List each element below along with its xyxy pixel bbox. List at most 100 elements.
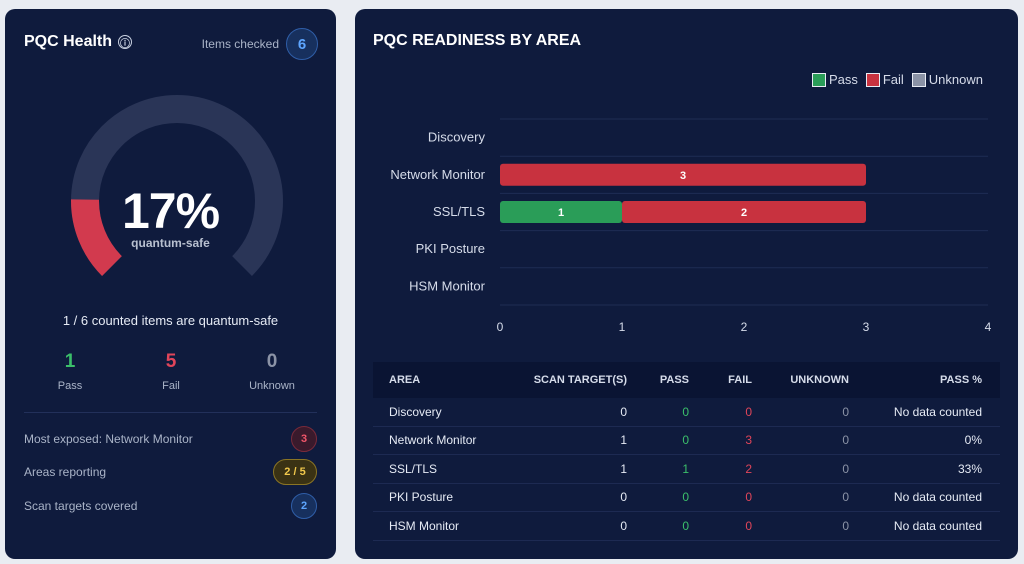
fail-count: 5 (165, 351, 177, 372)
scan-targets-row: Scan targets covered 2 (24, 492, 317, 520)
bar-value-label: 1 (558, 207, 564, 219)
x-tick-label: 0 (497, 320, 504, 334)
legend-unknown-label: Unknown (928, 72, 983, 87)
pqc-health-title-group: PQC Health ⓘ (24, 33, 133, 51)
cell-pass-percent: 0% (964, 433, 982, 448)
pqc-readiness-card: PQC READINESS BY AREA Pass Fail Unknown … (355, 9, 1018, 559)
fail-label: Fail (162, 380, 180, 392)
pqc-health-card: PQC Health ⓘ Items checked 6 17% quantum… (5, 9, 336, 559)
x-tick-label: 1 (619, 320, 626, 334)
cell-unknown: 0 (842, 490, 849, 505)
cell-pass-percent: 33% (957, 461, 982, 476)
table-row: Network Monitor 1 0 3 0 0% (373, 427, 1000, 455)
unknown-swatch (911, 72, 926, 87)
table-body: Discovery 0 0 0 0 No data counted Network Moni… (373, 398, 1000, 541)
unknown-count: 0 (266, 351, 278, 372)
cell-fail: 0 (745, 518, 752, 533)
table-row: PKI Posture 0 0 0 0 No data counted (373, 484, 1000, 512)
bar-value-label: 3 (680, 170, 686, 182)
pqc-health-title: PQC Health (24, 33, 113, 50)
legend-fail[interactable]: Fail (865, 72, 904, 87)
table-row: SSL/TLS 1 1 2 0 33% (373, 455, 1000, 484)
pass-label: Pass (57, 380, 83, 392)
table-row: HSM Monitor 0 0 0 0 No data counted (373, 512, 1000, 541)
most-exposed-badge: 3 (291, 426, 317, 452)
cell-area: PKI Posture (389, 490, 454, 505)
x-tick-label: 3 (863, 320, 870, 334)
legend-unknown[interactable]: Unknown (911, 72, 983, 87)
bar-pass (500, 201, 622, 223)
cell-pass: 0 (682, 404, 689, 419)
cell-pass-percent: No data counted (893, 404, 982, 419)
items-checked: Items checked 6 (202, 28, 318, 60)
cell-unknown: 0 (842, 518, 849, 533)
cell-pass: 0 (682, 518, 689, 533)
areas-reporting-badge: 2 / 5 (273, 459, 317, 485)
category-label: SSL/TLS (433, 204, 485, 219)
readiness-bar-chart: Discovery Network Monitor SSL/TLS PKI Postu… (390, 118, 992, 334)
unknown-label: Unknown (249, 380, 295, 392)
cell-scan-targets: 1 (620, 433, 627, 448)
fail-swatch (865, 72, 880, 87)
bar-fail (622, 201, 866, 223)
cell-scan-targets: 0 (620, 490, 627, 505)
header-unknown: UNKNOWN (790, 374, 849, 386)
info-icon[interactable]: ⓘ (118, 35, 133, 50)
pass-swatch (811, 72, 826, 87)
legend-fail-label: Fail (882, 72, 904, 87)
gauge-percent: 17% (121, 183, 220, 239)
cell-scan-targets: 0 (620, 404, 627, 419)
gauge-label: quantum-safe (131, 236, 210, 250)
header-scan-targets: SCAN TARGET(S) (533, 374, 627, 386)
cell-fail: 3 (745, 433, 752, 448)
cell-pass-percent: No data counted (893, 490, 982, 505)
cell-scan-targets: 1 (620, 461, 627, 476)
pass-stat: 1 Pass (30, 351, 110, 392)
unknown-stat: 0 Unknown (232, 351, 312, 392)
x-tick-label: 4 (985, 320, 992, 334)
chart-legend: Pass Fail Unknown (811, 72, 983, 87)
cell-pass: 0 (682, 433, 689, 448)
cell-unknown: 0 (842, 404, 849, 419)
cell-area: Discovery (389, 404, 442, 419)
cell-pass: 1 (682, 461, 689, 476)
category-label: Discovery (428, 130, 486, 145)
cell-unknown: 0 (842, 461, 849, 476)
cell-area: SSL/TLS (389, 461, 438, 476)
category-label: Network Monitor (390, 167, 485, 182)
most-exposed-row: Most exposed: Network Monitor 3 (24, 425, 317, 453)
cell-fail: 0 (745, 404, 752, 419)
fail-stat: 5 Fail (131, 351, 211, 392)
areas-reporting-label: Areas reporting (24, 465, 107, 479)
cell-area: Network Monitor (389, 433, 477, 448)
cell-fail: 2 (745, 461, 752, 476)
category-label: HSM Monitor (409, 278, 486, 293)
items-checked-label: Items checked (201, 37, 279, 51)
cell-fail: 0 (745, 490, 752, 505)
header-pass-percent: PASS % (940, 374, 982, 386)
bar-value-label: 2 (741, 207, 747, 219)
counted-items-text: 1 / 6 counted items are quantum-safe (62, 313, 279, 328)
bar-fail (500, 163, 866, 186)
scan-targets-badge: 2 (291, 493, 317, 519)
cell-scan-targets: 0 (620, 518, 627, 533)
x-tick-label: 2 (741, 320, 748, 334)
legend-pass[interactable]: Pass (811, 72, 858, 87)
table-header: AREA SCAN TARGET(S) PASS FAIL UNKNOWN PA… (373, 362, 1000, 398)
cell-unknown: 0 (842, 433, 849, 448)
cell-pass: 0 (682, 490, 689, 505)
category-label: PKI Posture (416, 241, 485, 256)
cell-area: HSM Monitor (389, 518, 460, 533)
divider (24, 412, 317, 413)
pass-count: 1 (64, 351, 76, 372)
areas-reporting-row: Areas reporting 2 / 5 (24, 458, 317, 486)
quantum-safe-gauge (71, 95, 283, 276)
header-pass: PASS (659, 374, 689, 386)
items-checked-badge: 6 (286, 28, 318, 60)
table-row: Discovery 0 0 0 0 No data counted (373, 398, 1000, 427)
cell-pass-percent: No data counted (893, 518, 982, 533)
scan-targets-label: Scan targets covered (24, 499, 138, 513)
header-area: AREA (389, 374, 421, 386)
most-exposed-label: Most exposed: Network Monitor (24, 432, 193, 446)
header-fail: FAIL (728, 374, 752, 386)
